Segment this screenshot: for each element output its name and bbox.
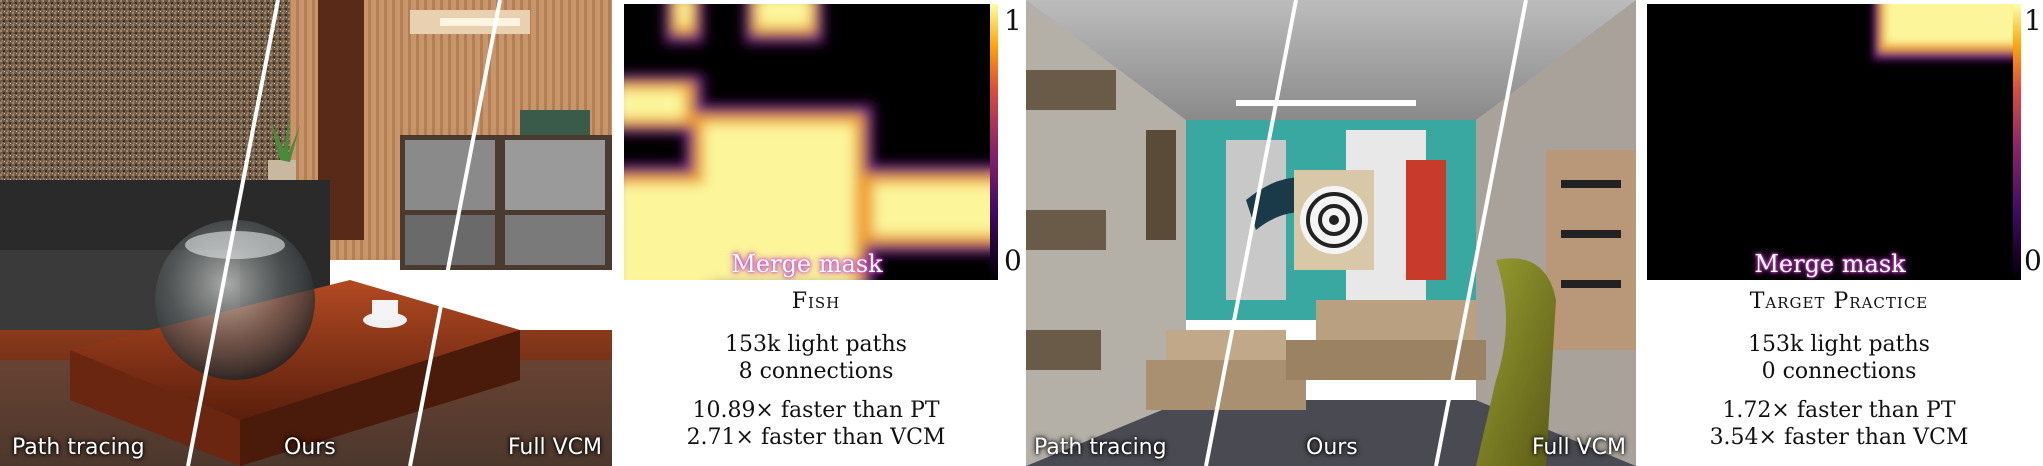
target-practice-colorbar-max: 1 [2024,4,2042,37]
target-practice-render-image: Path tracing Ours Full VCM [1026,0,1636,466]
fish-colorbar-max: 1 [1004,4,1022,37]
label-path-tracing: Path tracing [12,435,145,460]
target-practice-merge-mask: Merge mask [1647,4,2013,280]
fish-render-image: Path tracing Ours Full VCM [0,0,612,466]
fish-merge-mask: Merge mask [624,4,990,280]
label-full-vcm: Full VCM [1531,435,1626,460]
fish-scene-title: Fish [791,289,841,314]
target-practice-colorbar-min: 0 [2024,244,2042,277]
target-practice-speedup-vcm: 3.54× faster than VCM [1709,425,1969,450]
fish-colorbar [990,4,998,280]
label-ours: Ours [1306,435,1358,460]
target-practice-scene-title: Target Practice [1749,289,1929,314]
label-path-tracing: Path tracing [1034,435,1167,460]
label-ours: Ours [284,435,336,460]
fish-caption: Fish 153k light paths 8 connections 10.8… [624,288,1008,451]
fish-speedup-pt: 10.89× faster than PT [692,398,940,423]
fish-stat-connections: 8 connections [738,359,894,384]
label-full-vcm: Full VCM [507,435,602,460]
fish-stat-light-paths: 153k light paths [725,332,907,357]
target-practice-speedup-pt: 1.72× faster than PT [1722,398,1956,423]
fish-colorbar-min: 0 [1004,244,1022,277]
fish-speedup-vcm: 2.71× faster than VCM [686,425,946,450]
target-practice-mask-label: Merge mask [1754,250,1906,278]
target-practice-stat-light-paths: 153k light paths [1748,332,1930,357]
target-practice-stat-connections: 0 connections [1761,359,1917,384]
target-practice-colorbar [2013,4,2021,280]
fish-mask-label: Merge mask [731,250,883,278]
target-practice-caption: Target Practice 153k light paths 0 conne… [1647,288,2031,451]
